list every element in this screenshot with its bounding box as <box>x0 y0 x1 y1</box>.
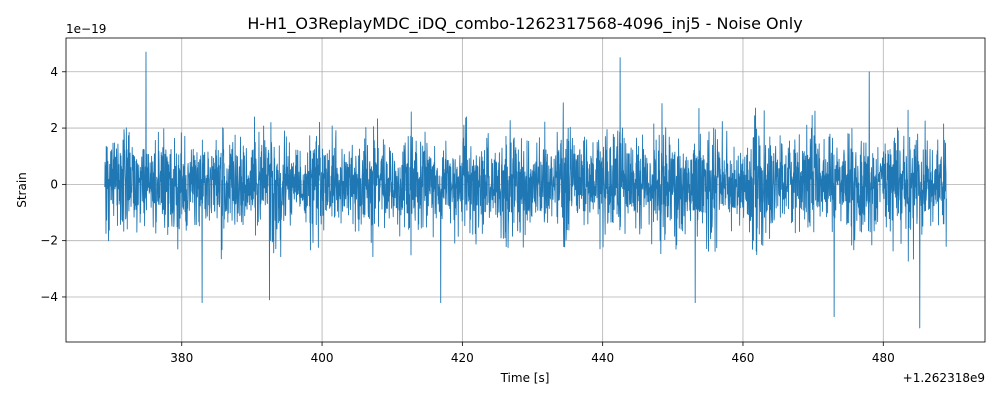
x-axis: 380 400 420 440 460 480 <box>170 342 895 365</box>
x-tick-label: 380 <box>170 351 193 365</box>
y-axis: −4 −2 0 2 4 <box>40 65 66 304</box>
x-tick-label: 480 <box>872 351 895 365</box>
strain-line <box>104 51 947 329</box>
series-strain <box>104 51 947 329</box>
y-tick-label: 0 <box>50 177 58 191</box>
x-offset-text: +1.262318e9 <box>903 371 985 385</box>
chart-title: H-H1_O3ReplayMDC_iDQ_combo-1262317568-40… <box>247 14 802 34</box>
x-tick-label: 460 <box>732 351 755 365</box>
x-tick-label: 420 <box>451 351 474 365</box>
x-tick-label: 440 <box>591 351 614 365</box>
y-tick-label: 4 <box>50 65 58 79</box>
y-tick-label: −4 <box>40 290 58 304</box>
y-tick-label: 2 <box>50 121 58 135</box>
plot-frame <box>65 37 986 343</box>
y-tick-label: −2 <box>40 234 58 248</box>
x-axis-label: Time [s] <box>500 371 550 385</box>
y-axis-label: Strain <box>15 172 29 208</box>
y-scale-text: 1e−19 <box>66 22 106 36</box>
x-tick-label: 400 <box>311 351 334 365</box>
